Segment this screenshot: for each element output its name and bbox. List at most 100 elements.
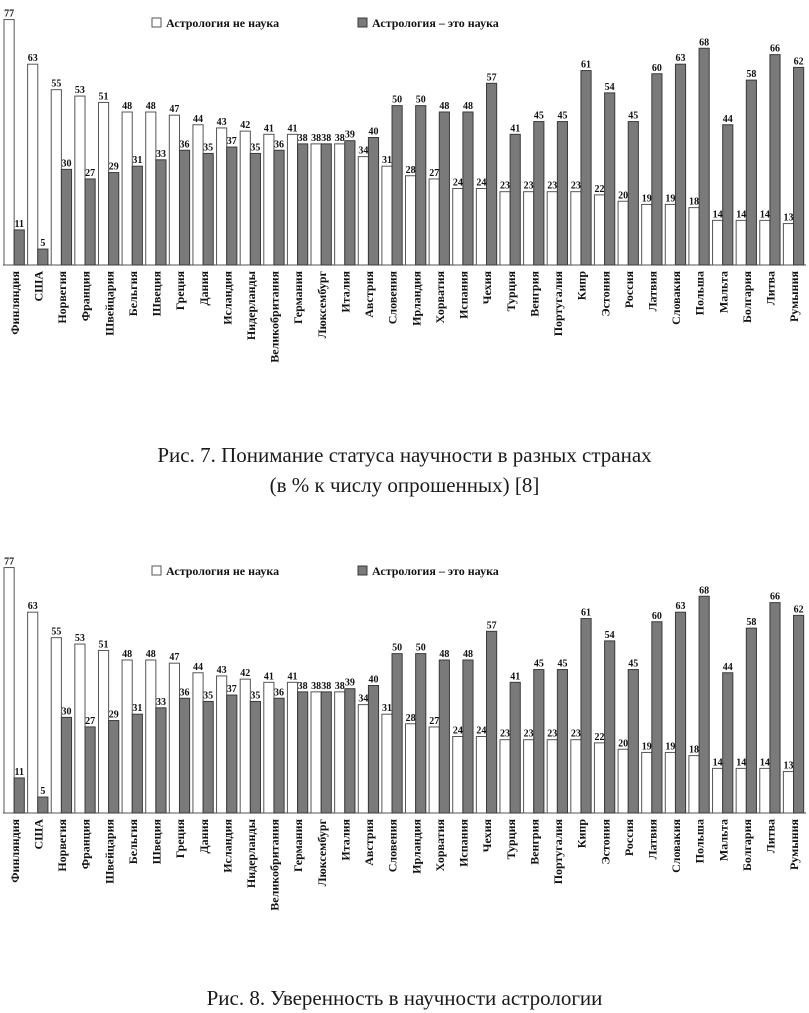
legend-swatch-not-science	[151, 565, 162, 576]
bar-not-science-26	[593, 194, 606, 266]
bar-not-science-27	[617, 748, 629, 814]
bar-not-science-22	[499, 191, 511, 266]
data-label-not-science-26: 22	[595, 184, 605, 195]
bar-not-science-4	[74, 95, 86, 266]
bar-not-science-3	[50, 89, 62, 266]
data-label-science-8: 36	[180, 687, 190, 698]
x-tick-label-21: Чехия	[480, 819, 494, 853]
data-label-science-4: 27	[85, 716, 95, 727]
x-tick-label-4: Франция	[79, 270, 93, 321]
bar-not-science-22	[499, 739, 511, 814]
data-label-science-31: 44	[723, 662, 733, 673]
data-label-not-science-7: 48	[146, 101, 156, 112]
legend-swatch-science	[357, 17, 368, 28]
data-label-not-science-13: 41	[287, 123, 297, 134]
x-tick-label-19: Хорватия	[433, 271, 447, 324]
bar-science-2	[37, 796, 49, 814]
x-tick-label-13: Германия	[291, 818, 305, 871]
data-label-science-21: 57	[487, 620, 497, 631]
bar-science-15	[344, 688, 356, 814]
x-tick-label-5: Швейцария	[102, 819, 116, 884]
bar-science-20	[462, 659, 474, 814]
x-tick-label-26: Эстония	[598, 271, 612, 317]
bar-not-science-33	[759, 219, 771, 266]
bar-not-science-18	[405, 175, 417, 266]
data-label-science-13: 38	[298, 133, 308, 144]
bar-not-science-10	[216, 127, 228, 266]
data-label-science-2: 5	[40, 786, 45, 797]
bar-not-science-7	[145, 659, 157, 814]
bar-science-26	[604, 640, 616, 814]
bar-science-19	[438, 111, 450, 266]
x-tick-label-18: Ирландия	[409, 819, 423, 874]
bar-science-16	[367, 137, 380, 266]
bar-not-science-24	[546, 739, 558, 814]
data-label-not-science-34: 13	[783, 761, 793, 772]
data-label-not-science-28: 19	[642, 741, 652, 752]
x-tick-label-11: Нидерланды	[244, 818, 258, 888]
bar-science-14	[320, 691, 332, 814]
x-tick-label-30: Польша	[693, 271, 707, 315]
data-label-not-science-19: 27	[429, 168, 439, 179]
x-tick-label-21: Чехия	[480, 271, 494, 305]
x-tick-label-15: Италия	[338, 270, 352, 312]
data-label-not-science-27: 20	[618, 738, 628, 749]
data-label-science-27: 45	[628, 659, 638, 670]
bar-science-10	[226, 146, 238, 266]
bar-science-25	[580, 70, 592, 266]
bar-science-28	[651, 73, 663, 266]
bar-science-11	[249, 700, 261, 814]
data-label-not-science-1: 77	[4, 557, 14, 568]
data-label-not-science-21: 24	[476, 178, 486, 189]
data-label-science-10: 37	[227, 684, 237, 695]
legend-swatch-not-science	[151, 17, 162, 28]
data-label-not-science-18: 28	[406, 165, 416, 176]
x-tick-label-25: Кипр	[575, 271, 589, 301]
data-label-not-science-13: 41	[287, 671, 297, 682]
data-label-science-10: 37	[227, 136, 237, 147]
x-tick-label-30: Польша	[693, 819, 707, 863]
bar-not-science-20	[452, 736, 464, 814]
bar-science-14	[320, 143, 332, 266]
bar-science-10	[226, 694, 238, 814]
data-label-science-24: 45	[557, 111, 567, 122]
bar-science-27	[627, 121, 639, 266]
data-label-science-4: 27	[85, 168, 95, 179]
data-label-not-science-3: 55	[51, 627, 61, 638]
x-tick-label-28: Латвия	[645, 271, 659, 312]
data-label-not-science-14: 38	[311, 681, 321, 692]
data-label-science-7: 33	[156, 697, 166, 708]
x-tick-label-24: Португалия	[551, 818, 565, 884]
bar-science-7	[155, 707, 167, 814]
figure-7-caption-line-2: (в % к числу опрошенных) [8]	[269, 473, 540, 497]
x-tick-label-20: Испания	[457, 271, 471, 319]
bar-not-science-24	[546, 191, 558, 266]
x-tick-label-4: Франция	[79, 818, 93, 869]
bar-science-9	[202, 152, 214, 266]
x-tick-label-34: Румыния	[787, 819, 801, 871]
data-label-not-science-4: 53	[75, 633, 85, 644]
bar-not-science-2	[27, 63, 39, 266]
data-label-not-science-9: 44	[193, 114, 203, 125]
data-label-not-science-21: 24	[476, 726, 486, 737]
bar-science-12	[273, 149, 285, 266]
bar-not-science-25	[570, 191, 582, 266]
data-label-not-science-33: 14	[760, 209, 770, 220]
bar-not-science-6	[121, 659, 133, 814]
data-label-science-14: 38	[321, 681, 331, 692]
bar-science-29	[674, 63, 687, 266]
data-label-science-3: 30	[61, 158, 71, 169]
bar-science-4	[84, 726, 96, 814]
bar-science-21	[486, 82, 498, 266]
x-tick-label-33: Литва	[764, 271, 778, 305]
x-tick-label-28: Латвия	[645, 819, 659, 860]
bar-not-science-1	[3, 567, 15, 814]
bar-not-science-14	[310, 691, 322, 814]
bar-not-science-29	[664, 751, 676, 814]
data-label-science-28: 60	[652, 63, 662, 74]
bar-not-science-16	[357, 156, 369, 266]
data-label-science-15: 39	[345, 678, 355, 689]
x-tick-label-33: Литва	[764, 819, 778, 853]
bar-science-32	[745, 627, 757, 814]
bar-science-24	[556, 669, 569, 814]
